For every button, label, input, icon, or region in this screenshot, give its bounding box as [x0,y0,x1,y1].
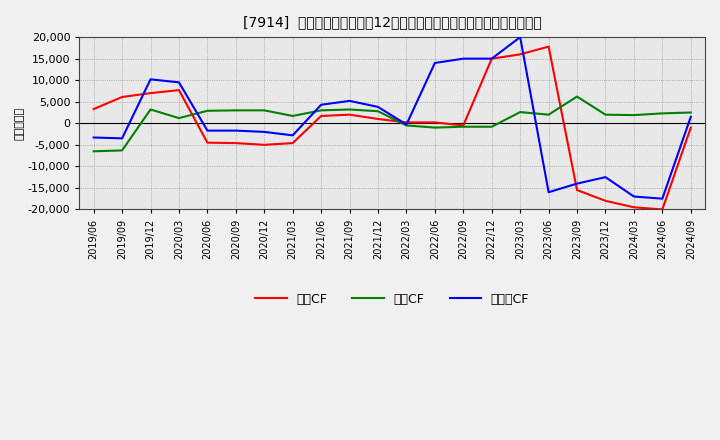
フリーCF [118,136,127,141]
フリーCF [572,181,581,186]
投資CF [317,108,325,113]
営業CF [89,106,98,112]
フリーCF [232,128,240,133]
営業CF [629,205,638,210]
営業CF [232,140,240,146]
営業CF [487,56,496,61]
営業CF [459,123,467,128]
フリーCF [487,56,496,61]
Line: フリーCF: フリーCF [94,37,690,199]
営業CF [658,207,667,212]
フリーCF [260,129,269,135]
営業CF [146,91,155,96]
フリーCF [629,194,638,199]
フリーCF [203,128,212,133]
フリーCF [289,133,297,138]
フリーCF [658,196,667,202]
営業CF [544,44,553,49]
営業CF [289,140,297,146]
投資CF [374,109,382,114]
投資CF [289,114,297,119]
営業CF [175,88,184,93]
投資CF [459,124,467,129]
投資CF [629,113,638,118]
投資CF [118,148,127,153]
投資CF [487,124,496,129]
営業CF [374,116,382,121]
投資CF [89,149,98,154]
投資CF [431,125,439,130]
投資CF [146,107,155,112]
フリーCF [146,77,155,82]
投資CF [346,107,354,112]
Line: 投資CF: 投資CF [94,96,690,151]
投資CF [232,108,240,113]
営業CF [516,52,524,57]
営業CF [431,120,439,125]
営業CF [346,112,354,117]
投資CF [544,112,553,117]
営業CF [572,187,581,193]
営業CF [601,198,610,203]
フリーCF [601,175,610,180]
フリーCF [402,122,410,127]
投資CF [175,115,184,121]
投資CF [601,112,610,117]
フリーCF [89,135,98,140]
営業CF [686,125,695,130]
投資CF [516,110,524,115]
Y-axis label: （百万円）: （百万円） [15,107,25,140]
営業CF [203,140,212,145]
フリーCF [431,60,439,66]
投資CF [658,111,667,116]
営業CF [317,114,325,119]
Title: [7914]  キャッシュフローの12か月移動合計の対前年同期増減額の推移: [7914] キャッシュフローの12か月移動合計の対前年同期増減額の推移 [243,15,541,29]
フリーCF [346,98,354,103]
フリーCF [516,34,524,40]
投資CF [572,94,581,99]
営業CF [402,120,410,125]
フリーCF [175,80,184,85]
Line: 営業CF: 営業CF [94,47,690,209]
営業CF [118,94,127,99]
フリーCF [686,114,695,119]
フリーCF [544,190,553,195]
投資CF [203,108,212,114]
投資CF [260,108,269,113]
フリーCF [374,104,382,110]
投資CF [402,123,410,128]
営業CF [260,142,269,147]
フリーCF [459,56,467,61]
Legend: 営業CF, 投資CF, フリーCF: 営業CF, 投資CF, フリーCF [251,288,534,311]
フリーCF [317,102,325,107]
投資CF [686,110,695,115]
